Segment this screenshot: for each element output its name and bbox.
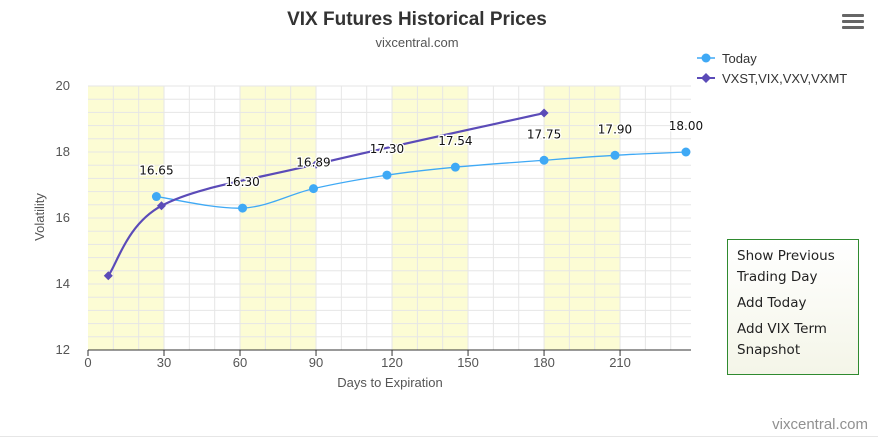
data-label: 17.75 xyxy=(527,127,561,141)
x-tick-label: 90 xyxy=(309,355,323,370)
x-tick-label: 60 xyxy=(233,355,247,370)
add-today-button[interactable]: Add Today xyxy=(737,295,807,311)
legend: Today VXST,VIX,VXV,VXMT xyxy=(697,51,847,86)
data-label: 18.00 xyxy=(669,119,703,133)
x-axis-title: Days to Expiration xyxy=(337,375,443,390)
y-axis-title: Volatility xyxy=(32,193,47,241)
chart-subtitle: vixcentral.com xyxy=(375,35,458,50)
data-label: 17.54 xyxy=(438,134,472,148)
data-point-circle[interactable] xyxy=(450,162,460,172)
legend-term-label: VXST,VIX,VXV,VXMT xyxy=(722,71,847,86)
x-tick-label: 0 xyxy=(84,355,91,370)
data-label: 16.30 xyxy=(225,175,259,189)
series-term xyxy=(103,108,549,281)
x-tick-label: 30 xyxy=(157,355,171,370)
x-tick-label: 150 xyxy=(457,355,479,370)
data-label: 17.30 xyxy=(370,142,404,156)
plot-grid xyxy=(88,85,691,350)
data-point-circle[interactable] xyxy=(681,147,691,157)
legend-item-today[interactable]: Today xyxy=(697,51,757,66)
data-point-diamond[interactable] xyxy=(156,201,166,211)
legend-item-term[interactable]: VXST,VIX,VXV,VXMT xyxy=(697,71,847,86)
data-label: 16.65 xyxy=(139,164,173,178)
data-point-diamond[interactable] xyxy=(539,108,549,118)
data-point-diamond[interactable] xyxy=(311,159,321,169)
hamburger-menu-icon[interactable] xyxy=(842,14,864,34)
data-label: 17.90 xyxy=(598,122,632,136)
y-tick-label: 12 xyxy=(56,342,70,357)
series-line xyxy=(107,111,545,277)
y-tick-label: 20 xyxy=(56,78,70,93)
add-vix-term-snapshot-button[interactable]: Add VIX Term Snapshot xyxy=(737,321,827,358)
data-point-circle[interactable] xyxy=(151,192,161,202)
data-point-circle[interactable] xyxy=(382,170,392,180)
data-label: 16.89 xyxy=(296,156,330,170)
y-tick-label: 16 xyxy=(56,210,70,225)
series-layer xyxy=(103,108,691,281)
watermark-credit[interactable]: vixcentral.com xyxy=(772,416,868,433)
show-previous-trading-day-button[interactable]: Show Previous Trading Day xyxy=(737,248,835,285)
data-point-circle[interactable] xyxy=(238,203,248,213)
bottom-divider xyxy=(0,436,878,437)
data-point-circle[interactable] xyxy=(539,155,549,165)
data-point-circle[interactable] xyxy=(610,150,620,160)
x-tick-label: 210 xyxy=(609,355,631,370)
x-tick-label: 180 xyxy=(533,355,555,370)
data-labels-layer: 16.65 16.30 16.89 17.30 17.54 17.75 17.90 18.00 xyxy=(138,118,704,191)
legend-term-marker-icon xyxy=(701,73,711,83)
y-tick-label: 14 xyxy=(56,276,70,291)
chart-title: VIX Futures Historical Prices xyxy=(287,9,547,30)
plot-axes: 0 30 60 90 120 150 180 210 12 14 16 18 20 xyxy=(56,78,691,370)
data-point-diamond[interactable] xyxy=(103,271,113,281)
series-today xyxy=(151,147,691,213)
data-point-circle[interactable] xyxy=(308,184,318,194)
legend-today-marker-icon xyxy=(701,53,711,63)
x-tick-label: 120 xyxy=(381,355,403,370)
chart-actions-panel: Show Previous Trading Day Add Today Add … xyxy=(727,239,859,375)
y-tick-label: 18 xyxy=(56,144,70,159)
legend-today-label: Today xyxy=(722,51,757,66)
